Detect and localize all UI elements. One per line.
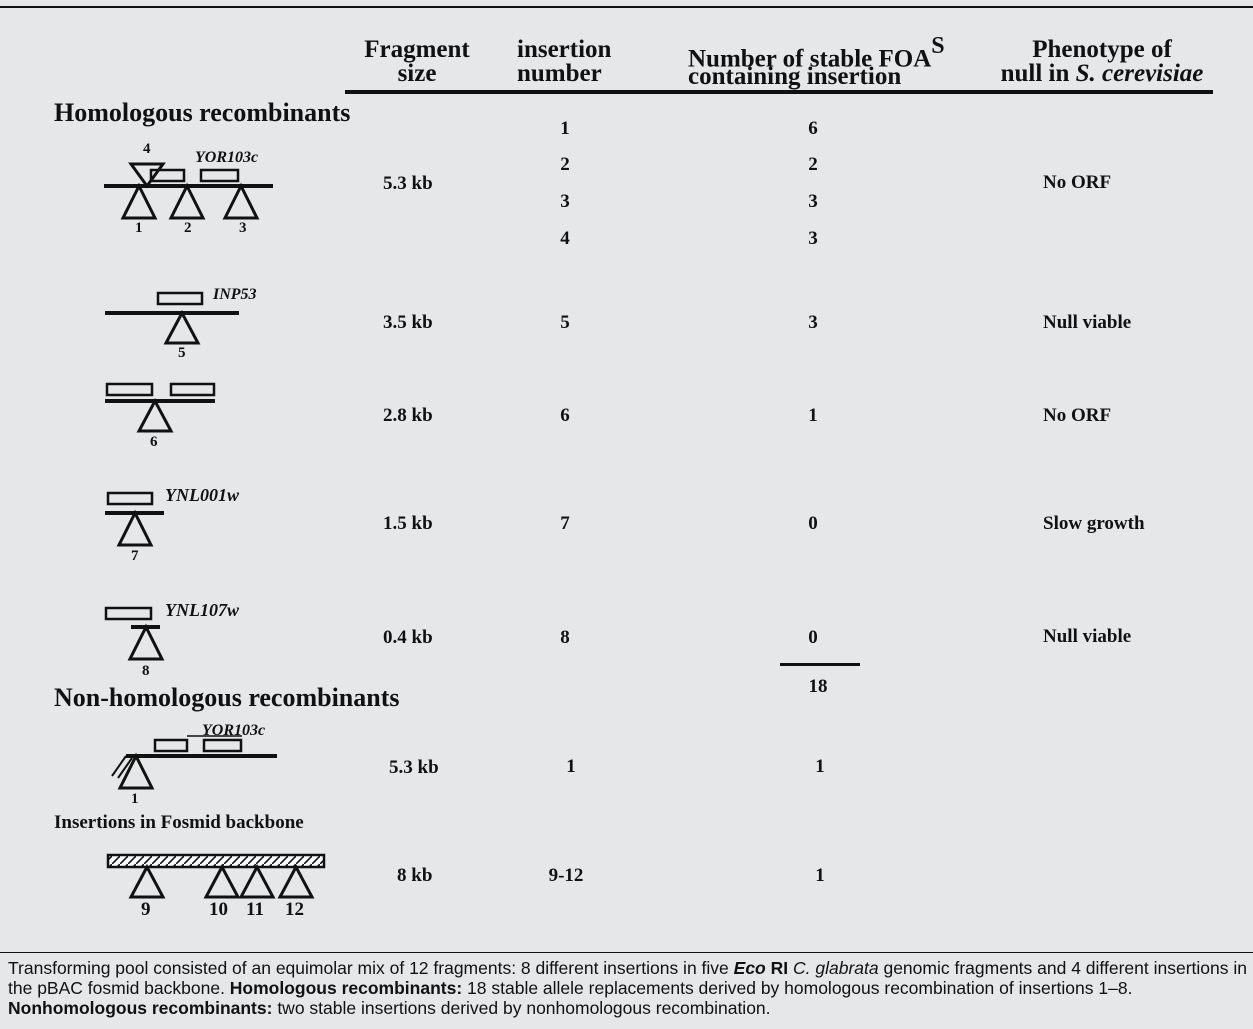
diagram-row-5 — [104, 606, 165, 661]
insertion-row-1b: 2 — [560, 154, 570, 175]
label-ins-5: 5 — [178, 345, 186, 361]
diagram-row-1 — [104, 162, 273, 220]
header-stable-foa: Number of stable FOAS containing inserti… — [688, 33, 945, 91]
insertion-row-3: 6 — [560, 405, 570, 426]
gene-label-ynl107w: YNL107w — [165, 600, 240, 620]
count-row-3: 1 — [808, 405, 818, 426]
insertion-fosmid: 9-12 — [548, 865, 584, 886]
count-row-1a: 6 — [808, 118, 818, 139]
section-homologous: Homologous recombinants — [54, 98, 351, 127]
header-rule — [345, 90, 1213, 94]
label-ins-9: 9 — [141, 899, 151, 920]
diagram-nonhom — [111, 735, 277, 790]
insertion-nonhom: 1 — [566, 756, 576, 777]
size-row-4: 1.5 kb — [383, 513, 433, 534]
phenotype-row-5: Null viable — [1043, 626, 1132, 647]
label-ins-6: 6 — [150, 434, 158, 450]
total-count: 18 — [808, 676, 828, 697]
label-nonhom-ins-1: 1 — [131, 791, 139, 807]
diagram-row-3 — [105, 382, 216, 433]
header-phenotype: Phenotype of null in S. cerevisiae — [1000, 36, 1204, 87]
gene-label-nonhom-yor103c: YOR103c — [202, 722, 265, 739]
insertion-row-1d: 4 — [560, 228, 570, 249]
label-ins-1: 1 — [135, 220, 143, 236]
phenotype-row-2: Null viable — [1043, 312, 1132, 333]
size-fosmid: 8 kb — [397, 865, 433, 886]
diagram-row-2 — [105, 291, 239, 345]
count-row-1b: 2 — [808, 154, 818, 175]
label-ins-3: 3 — [239, 220, 247, 236]
count-row-1c: 3 — [808, 191, 818, 212]
table-top-rule — [0, 6, 1253, 8]
size-row-3: 2.8 kb — [383, 405, 433, 426]
count-row-2: 3 — [808, 312, 818, 333]
label-ins-4: 4 — [143, 141, 151, 157]
insertion-row-5: 8 — [560, 627, 570, 648]
insertion-row-4: 7 — [560, 513, 570, 534]
phenotype-row-3: No ORF — [1043, 405, 1112, 426]
phenotype-row-1: No ORF — [1043, 172, 1112, 193]
size-row-5: 0.4 kb — [383, 627, 433, 648]
label-ins-11: 11 — [246, 899, 264, 920]
count-row-4: 0 — [808, 513, 818, 534]
insertion-row-1c: 3 — [560, 191, 570, 212]
insertion-row-1a: 1 — [560, 118, 570, 139]
label-ins-10: 10 — [209, 899, 228, 920]
section-fosmid: Insertions in Fosmid backbone — [54, 812, 304, 833]
count-nonhom: 1 — [815, 756, 825, 777]
header-fragment-size: Fragment size — [364, 36, 470, 87]
label-ins-12: 12 — [285, 899, 304, 920]
gene-label-yor103c: YOR103c — [195, 149, 258, 166]
gene-label-ynl001w: YNL001w — [165, 485, 240, 505]
label-ins-2: 2 — [184, 220, 192, 236]
table-caption: Transforming pool consisted of an equimo… — [8, 958, 1247, 1018]
gene-label-inp53: INP53 — [212, 286, 257, 303]
header-insertion-number: insertion number — [517, 36, 612, 87]
size-row-2: 3.5 kb — [383, 312, 433, 333]
section-nonhomologous: Non-homologous recombinants — [54, 683, 400, 712]
diagram-row-4 — [105, 491, 164, 547]
count-row-1d: 3 — [808, 228, 818, 249]
count-row-5: 0 — [808, 627, 818, 648]
count-fosmid: 1 — [815, 865, 825, 886]
label-ins-8: 8 — [142, 663, 150, 679]
total-rule — [780, 663, 860, 666]
caption-rule — [0, 952, 1253, 953]
label-ins-7: 7 — [131, 548, 139, 564]
phenotype-row-4: Slow growth — [1043, 513, 1145, 534]
size-nonhom: 5.3 kb — [389, 757, 439, 778]
insertion-row-2: 5 — [560, 312, 570, 333]
size-row-1: 5.3 kb — [383, 173, 433, 194]
diagram-fosmid — [106, 853, 326, 899]
